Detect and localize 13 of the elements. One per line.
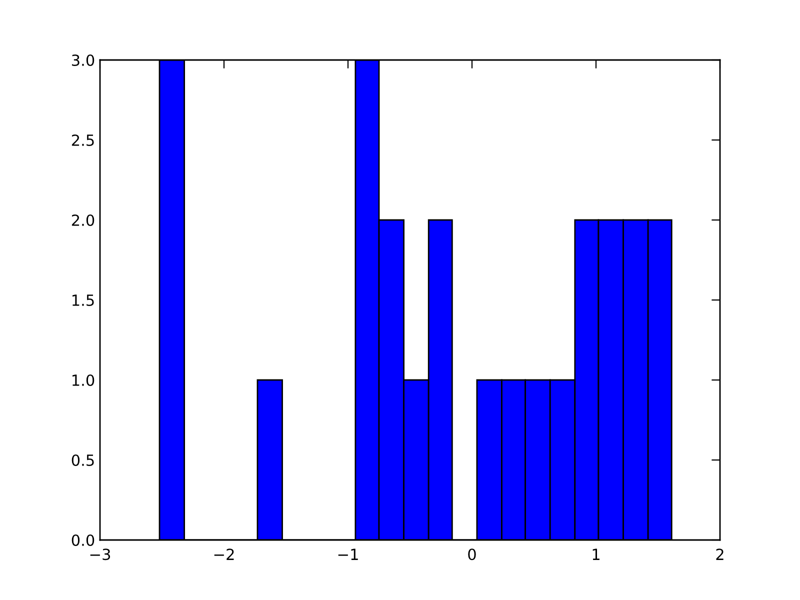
y-tick-label: 3.0 [72, 54, 94, 66]
x-tick-label: 2 [716, 548, 724, 560]
x-tick-label: −1 [338, 548, 358, 560]
y-tick-label: 2.0 [72, 214, 94, 226]
x-tick-label: 1 [592, 548, 600, 560]
y-tick-label: 2.5 [72, 134, 94, 146]
x-tick-label: −3 [90, 548, 110, 560]
x-tick-label: −2 [214, 548, 234, 560]
y-tick-label: 1.0 [72, 374, 94, 386]
y-tick-label: 1.5 [72, 294, 94, 306]
x-tick-label: 0 [468, 548, 476, 560]
y-tick-label: 0.5 [72, 454, 94, 466]
y-tick-label: 0.0 [72, 534, 94, 546]
